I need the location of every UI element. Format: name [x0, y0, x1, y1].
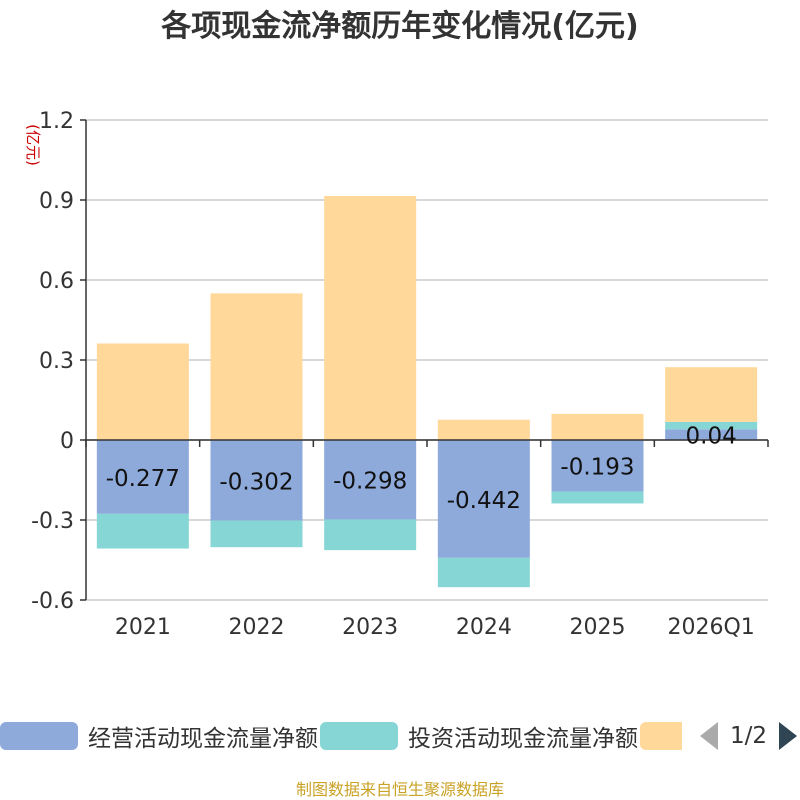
- bar-2022-series-2: [211, 293, 303, 440]
- x-tick-label: 2023: [342, 615, 398, 640]
- chart-title: 各项现金流净额历年变化情况(亿元): [160, 9, 638, 44]
- next-page-icon[interactable]: [779, 722, 797, 750]
- data-label-2023: -0.298: [333, 469, 407, 495]
- y-tick-label: 0.6: [39, 269, 74, 294]
- bar-2021-series-2: [97, 343, 189, 440]
- legend-swatch-third: [640, 722, 682, 750]
- legend-swatch-operating: [0, 722, 78, 750]
- data-label-2024: -0.442: [447, 488, 521, 514]
- y-axis-label: (亿元): [24, 124, 42, 166]
- legend-pager: 1/2: [700, 716, 797, 756]
- data-label-2025: -0.193: [560, 455, 634, 481]
- bar-2025-series-2: [552, 414, 644, 440]
- legend-item-operating[interactable]: 经营活动现金流量净额: [0, 716, 318, 756]
- source-note: 制图数据来自恒生聚源数据库: [0, 776, 800, 800]
- legend-page-info: 1/2: [730, 723, 767, 749]
- bar-2023-series-1: [324, 519, 416, 550]
- bar-2022-series-1: [211, 521, 303, 548]
- x-tick-label: 2026Q1: [668, 615, 755, 640]
- y-tick-label: 0.9: [39, 189, 74, 214]
- data-label-2022: -0.302: [219, 469, 293, 495]
- bar-2021-series-1: [97, 514, 189, 549]
- legend-item-investing[interactable]: 投资活动现金流量净额: [320, 716, 638, 756]
- legend-swatch-investing: [320, 722, 398, 750]
- data-label-2021: -0.277: [106, 466, 180, 492]
- bar-2024-series-1: [438, 558, 530, 587]
- legend-item-third[interactable]: [640, 716, 682, 756]
- x-tick-label: 2025: [570, 615, 626, 640]
- x-tick-label: 2022: [229, 615, 285, 640]
- legend: 经营活动现金流量净额 投资活动现金流量净额 1/2: [0, 716, 800, 756]
- bar-2024-series-2: [438, 420, 530, 440]
- x-tick-label: 2024: [456, 615, 512, 640]
- y-tick-label: -0.3: [31, 509, 74, 534]
- legend-label-investing: 投资活动现金流量净额: [408, 719, 638, 753]
- bar-2026Q1-series-2: [665, 367, 757, 422]
- x-tick-label: 2021: [115, 615, 171, 640]
- bar-2023-series-2: [324, 196, 416, 440]
- y-tick-label: 1.2: [39, 109, 74, 134]
- data-label-2026Q1: 0.04: [686, 424, 737, 450]
- y-tick-label: 0: [60, 429, 74, 454]
- chart: 各项现金流净额历年变化情况(亿元) 1.2 0.9 0.6 0.3 0 -0.3 -0.6 (亿…: [0, 0, 800, 700]
- bar-2025-series-1: [552, 491, 644, 503]
- y-tick-label: 0.3: [39, 349, 74, 374]
- y-tick-label: -0.6: [31, 589, 74, 614]
- prev-page-icon[interactable]: [700, 722, 718, 750]
- legend-label-operating: 经营活动现金流量净额: [88, 719, 318, 753]
